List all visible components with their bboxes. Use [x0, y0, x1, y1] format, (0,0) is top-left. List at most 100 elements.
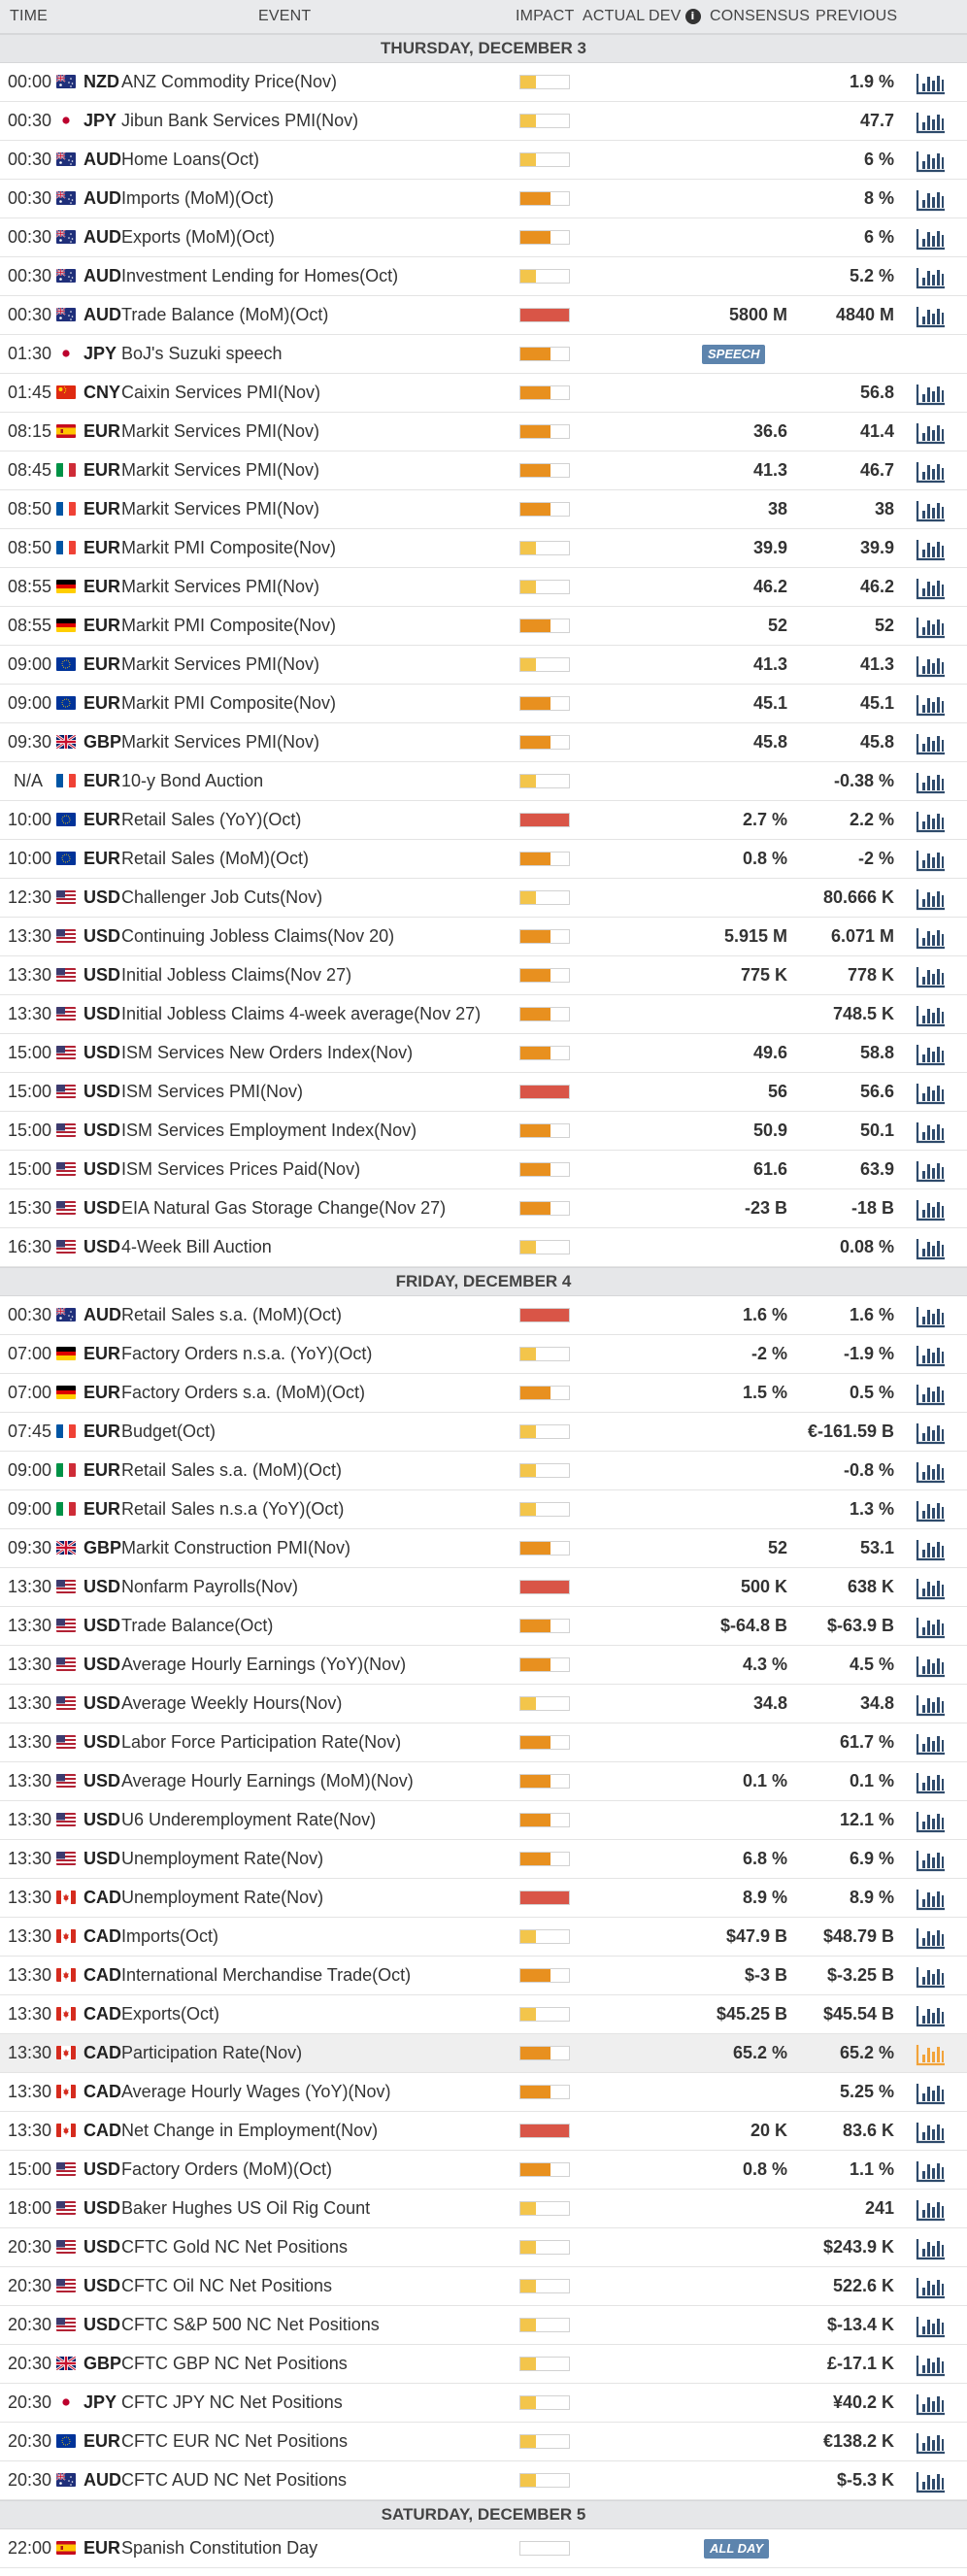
event-name[interactable]: Markit Services PMI(Nov)	[121, 421, 320, 441]
event-name[interactable]: Retail Sales (MoM)(Oct)	[121, 849, 310, 868]
chart-icon[interactable]	[916, 2120, 947, 2144]
event-name[interactable]: Initial Jobless Claims 4-week average(No…	[121, 1004, 482, 1023]
event-name[interactable]: 10-y Bond Auction	[121, 771, 264, 790]
event-name[interactable]: Trade Balance(Oct)	[121, 1616, 274, 1635]
chart-icon[interactable]	[916, 2430, 947, 2455]
chart-icon[interactable]	[916, 1459, 947, 1484]
chart-icon[interactable]	[916, 1003, 947, 1027]
chart-icon[interactable]	[916, 382, 947, 406]
event-name[interactable]: CFTC AUD NC Net Positions	[121, 2470, 348, 2490]
event-name[interactable]: Initial Jobless Claims(Nov 27)	[121, 965, 352, 985]
event-name[interactable]: Trade Balance (MoM)(Oct)	[121, 305, 329, 324]
event-row[interactable]: 09:00 EUR Retail Sales s.a. (MoM)(Oct) -0.8…	[0, 1452, 967, 1490]
chart-icon[interactable]	[916, 1925, 947, 1950]
chart-icon[interactable]	[916, 2197, 947, 2222]
event-name[interactable]: CFTC EUR NC Net Positions	[121, 2431, 349, 2451]
chart-icon[interactable]	[916, 1304, 947, 1328]
event-row[interactable]: 09:30 GBP Markit Services PMI(Nov) 45.8 45.8	[0, 723, 967, 762]
event-row[interactable]: 15:00 USD ISM Services Employment Index(No…	[0, 1112, 967, 1151]
event-name[interactable]: Average Hourly Wages (YoY)(Nov)	[121, 2082, 391, 2101]
event-row[interactable]: N/A EUR 10-y Bond Auction -0.38 %	[0, 762, 967, 801]
event-row[interactable]: 08:50 EUR Markit PMI Composite(Nov) 39.9 39.…	[0, 529, 967, 568]
chart-icon[interactable]	[916, 110, 947, 134]
event-row[interactable]: 13:30 USD Average Weekly Hours(Nov) 34.8 34.…	[0, 1685, 967, 1723]
event-name[interactable]: Participation Rate(Nov)	[121, 2043, 303, 2062]
event-name[interactable]: Home Loans(Oct)	[121, 150, 260, 169]
chart-icon[interactable]	[916, 1692, 947, 1717]
chart-icon[interactable]	[916, 304, 947, 328]
chart-icon[interactable]	[916, 1343, 947, 1367]
event-row[interactable]: 10:00 EUR Retail Sales (MoM)(Oct) 0.8 % -2 %	[0, 840, 967, 879]
chart-icon[interactable]	[916, 731, 947, 755]
event-row[interactable]: 13:30 USD Unemployment Rate(Nov) 6.8 % 6.9 %	[0, 1840, 967, 1879]
event-name[interactable]: Average Hourly Earnings (YoY)(Nov)	[121, 1655, 407, 1674]
chart-icon[interactable]	[916, 187, 947, 212]
chart-icon[interactable]	[916, 1158, 947, 1183]
chart-icon[interactable]	[916, 1382, 947, 1406]
event-name[interactable]: Markit Services PMI(Nov)	[121, 732, 320, 752]
chart-icon[interactable]	[916, 1120, 947, 1144]
chart-icon[interactable]	[916, 576, 947, 600]
event-row[interactable]: 07:00 EUR Factory Orders n.s.a. (YoY)(Oct)…	[0, 1335, 967, 1374]
event-row[interactable]: 13:30 USD Nonfarm Payrolls(Nov) 500 K 638 K	[0, 1568, 967, 1607]
event-name[interactable]: Imports(Oct)	[121, 1926, 219, 1946]
chart-icon[interactable]	[916, 809, 947, 833]
event-name[interactable]: Nonfarm Payrolls(Nov)	[121, 1577, 299, 1596]
event-name[interactable]: Markit PMI Composite(Nov)	[121, 693, 337, 713]
event-row[interactable]: 00:30 JPY Jibun Bank Services PMI(Nov) 47.7	[0, 102, 967, 141]
event-row[interactable]: 13:30 CAD Participation Rate(Nov) 65.2 % 65.…	[0, 2034, 967, 2073]
chart-icon[interactable]	[916, 2314, 947, 2338]
event-row[interactable]: 01:30 JPY BoJ's Suzuki speech SPEECH	[0, 335, 967, 374]
chart-icon[interactable]	[916, 1537, 947, 1561]
event-name[interactable]: U6 Underemployment Rate(Nov)	[121, 1810, 377, 1829]
event-row[interactable]: 13:30 USD Initial Jobless Claims 4-week av…	[0, 995, 967, 1034]
event-row[interactable]: 09:00 EUR Retail Sales n.s.a (YoY)(Oct) 1.3…	[0, 1490, 967, 1529]
event-row[interactable]: 00:30 AUD Home Loans(Oct) 6 %	[0, 141, 967, 180]
event-row[interactable]: 13:30 CAD Exports(Oct) $45.25 B $45.54 B	[0, 1995, 967, 2034]
chart-icon[interactable]	[916, 925, 947, 950]
event-name[interactable]: Markit Construction PMI(Nov)	[121, 1538, 351, 1557]
chart-icon[interactable]	[916, 2469, 947, 2493]
event-name[interactable]: Average Weekly Hours(Nov)	[121, 1693, 343, 1713]
event-name[interactable]: Continuing Jobless Claims(Nov 20)	[121, 926, 395, 946]
chart-icon[interactable]	[916, 770, 947, 794]
event-name[interactable]: Markit PMI Composite(Nov)	[121, 616, 337, 635]
event-name[interactable]: Markit Services PMI(Nov)	[121, 577, 320, 596]
event-row[interactable]: 09:00 EUR Markit PMI Composite(Nov) 45.1 45.…	[0, 685, 967, 723]
event-row[interactable]: 15:00 USD ISM Services PMI(Nov) 56 56.6	[0, 1073, 967, 1112]
event-row[interactable]: 13:30 CAD Unemployment Rate(Nov) 8.9 % 8.9 %	[0, 1879, 967, 1918]
chart-icon[interactable]	[916, 1770, 947, 1794]
chart-icon[interactable]	[916, 692, 947, 717]
event-row[interactable]: 00:30 AUD Retail Sales s.a. (MoM)(Oct) 1.6 …	[0, 1296, 967, 1335]
event-row[interactable]: 20:30 EUR CFTC EUR NC Net Positions €138.2 …	[0, 2423, 967, 2461]
event-row[interactable]: 00:30 AUD Exports (MoM)(Oct) 6 %	[0, 218, 967, 257]
event-row[interactable]: 15:00 USD ISM Services New Orders Index(No…	[0, 1034, 967, 1073]
chart-icon[interactable]	[916, 1615, 947, 1639]
event-name[interactable]: ISM Services Employment Index(Nov)	[121, 1121, 417, 1140]
event-name[interactable]: Retail Sales n.s.a (YoY)(Oct)	[121, 1499, 345, 1519]
event-row[interactable]: 07:00 EUR Factory Orders s.a. (MoM)(Oct) 1.…	[0, 1374, 967, 1413]
event-row[interactable]: 15:00 USD Factory Orders (MoM)(Oct) 0.8 % 1.…	[0, 2151, 967, 2190]
chart-icon[interactable]	[916, 1654, 947, 1678]
event-name[interactable]: Caixin Services PMI(Nov)	[121, 383, 321, 402]
event-row[interactable]: 00:30 AUD Investment Lending for Homes(Oct…	[0, 257, 967, 296]
event-name[interactable]: Budget(Oct)	[121, 1422, 217, 1441]
event-row[interactable]: 08:55 EUR Markit Services PMI(Nov) 46.2 46.2	[0, 568, 967, 607]
chart-icon[interactable]	[916, 71, 947, 95]
event-name[interactable]: Markit Services PMI(Nov)	[121, 499, 320, 519]
event-name[interactable]: 4-Week Bill Auction	[121, 1237, 272, 1256]
event-row[interactable]: 15:00 USD ISM Services Prices Paid(Nov) 61.…	[0, 1151, 967, 1189]
event-name[interactable]: International Merchandise Trade(Oct)	[121, 1965, 412, 1985]
event-name[interactable]: CFTC GBP NC Net Positions	[121, 2354, 348, 2373]
event-row[interactable]: 13:30 USD Average Hourly Earnings (MoM)(No…	[0, 1762, 967, 1801]
event-row[interactable]: 13:30 USD Average Hourly Earnings (YoY)(No…	[0, 1646, 967, 1685]
event-row[interactable]: 20:30 JPY CFTC JPY NC Net Positions ¥40.2 K	[0, 2384, 967, 2423]
event-name[interactable]: Average Hourly Earnings (MoM)(Nov)	[121, 1771, 414, 1790]
event-row[interactable]: 13:30 USD U6 Underemployment Rate(Nov) 12.1…	[0, 1801, 967, 1840]
chart-icon[interactable]	[916, 964, 947, 988]
event-name[interactable]: Labor Force Participation Rate(Nov)	[121, 1732, 402, 1752]
chart-icon[interactable]	[916, 459, 947, 484]
chart-icon[interactable]	[916, 1964, 947, 1989]
chart-icon[interactable]	[916, 1042, 947, 1066]
event-name[interactable]: Net Change in Employment(Nov)	[121, 2121, 379, 2140]
